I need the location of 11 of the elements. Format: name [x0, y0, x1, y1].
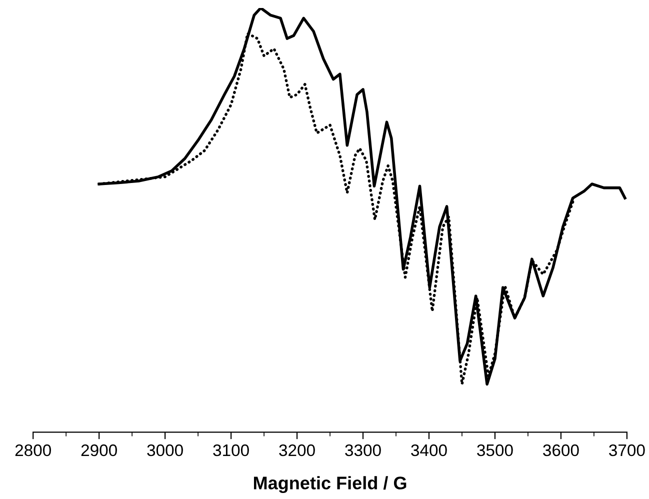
- x-tick-label: 3100: [213, 444, 249, 456]
- x-tick-label: 3400: [411, 444, 447, 456]
- x-axis-title: Magnetic Field / G: [254, 476, 406, 494]
- x-tick-label: 3200: [279, 444, 315, 456]
- x-tick-label: 3500: [477, 444, 513, 456]
- x-tick-label: 3300: [345, 444, 381, 456]
- x-tick-label: 3700: [609, 444, 645, 456]
- x-tick-label: 3000: [147, 444, 183, 456]
- x-tick-label: 3600: [543, 444, 579, 456]
- x-tick-label: 2800: [15, 444, 51, 456]
- x-tick-label: 2900: [81, 444, 117, 456]
